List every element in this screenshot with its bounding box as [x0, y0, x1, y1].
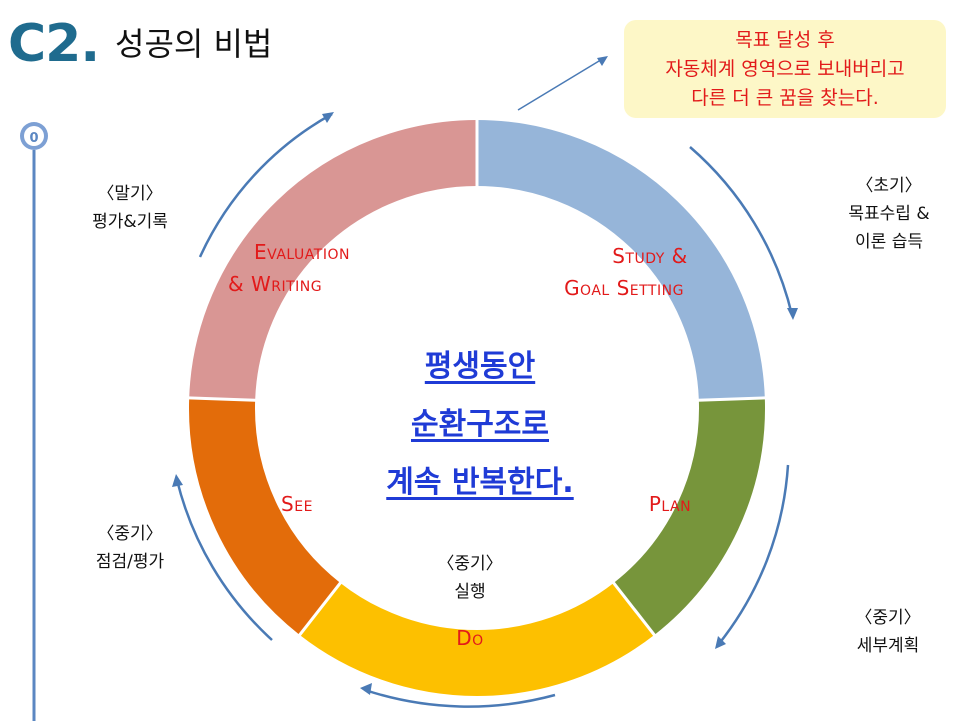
page-title: 성공의 비법 [115, 25, 273, 63]
ring-separator [297, 581, 343, 637]
arrow-top-right-head [787, 308, 798, 320]
note-box: 목표 달성 후 자동체계 영역으로 보내버리고 다른 더 큰 꿈을 찾는다. [624, 20, 946, 118]
stage-desc: 실행 [454, 582, 486, 602]
timeline-marker-label: 0 [29, 131, 38, 146]
section-code: C2. [8, 14, 100, 74]
center-line: 순환구조로 [411, 407, 549, 442]
stage-desc: 목표수립 & [848, 204, 930, 224]
stage-mid-do: 〈중기〉 실행 [410, 550, 530, 606]
ring-segment-evaluation [189, 120, 478, 401]
arrow-bottom [364, 688, 556, 708]
stage-early: 〈초기〉 목표수립 & 이론 습득 [826, 172, 952, 256]
ring-segment-see [189, 397, 341, 635]
center-line: 계속 반복한다. [386, 465, 574, 500]
stage-desc: 이론 습득 [855, 232, 923, 252]
ring-segment-do [299, 582, 655, 696]
ring-separator [611, 581, 657, 637]
note-connector-arrow [517, 57, 605, 111]
stage-tag: 〈초기〉 [856, 176, 922, 196]
cycle-ring [188, 119, 766, 696]
ring-segment-plan [613, 397, 765, 635]
stage-tag: 〈중기〉 [97, 524, 163, 544]
phase-label-do: Do [456, 626, 484, 650]
note-line: 다른 더 큰 꿈을 찾는다. [691, 86, 879, 109]
stage-desc: 세부계획 [856, 636, 920, 656]
arrow-top-left-head [322, 112, 334, 123]
note-connector-arrowhead [597, 56, 608, 66]
ring-separator [697, 396, 766, 402]
arrow-bottom-right-head [715, 636, 726, 649]
ring-separator [188, 396, 257, 402]
note-line: 목표 달성 후 [735, 28, 835, 51]
phase-label-see: See [281, 492, 313, 516]
arrow-bottom-head [360, 683, 372, 695]
arrow-bottom-right [717, 464, 790, 646]
arrow-left-head [172, 474, 183, 487]
center-line: 평생동안 [424, 349, 536, 384]
note-line: 자동체계 영역으로 보내버리고 [665, 57, 905, 80]
stage-mid-plan: 〈중기〉 세부계획 [828, 604, 948, 660]
stage-late: 〈말기〉 평가&기록 [70, 180, 190, 236]
arrow-top-left [198, 112, 333, 258]
phase-label-evaluation: Evaluation & Writing [228, 240, 350, 296]
stage-desc: 평가&기록 [92, 212, 168, 232]
ring-segment-study [476, 120, 765, 401]
stage-tag: 〈말기〉 [97, 184, 163, 204]
arrow-left [175, 479, 273, 641]
phase-label-study: Study & Goal Setting [564, 244, 688, 300]
center-statement: 평생동안 순환구조로 계속 반복한다. [330, 338, 630, 512]
stage-tag: 〈중기〉 [855, 608, 921, 628]
arrow-top-right [689, 146, 794, 316]
phase-label-plan: Plan [648, 492, 692, 516]
stage-tag: 〈중기〉 [437, 554, 503, 574]
stage-mid-review: 〈중기〉 점검/평가 [70, 520, 190, 576]
stage-desc: 점검/평가 [95, 552, 165, 572]
timeline-marker-inner [24, 126, 44, 146]
